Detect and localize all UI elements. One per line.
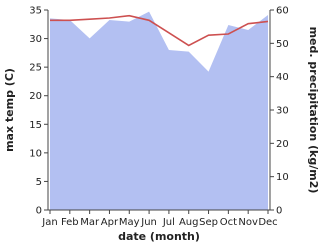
x-tick-label: Oct [220,217,237,228]
y-tick-label: 15 [29,120,42,131]
y2-tick-label: 30 [276,106,289,117]
y-axis-label: max temp (C) [3,68,16,152]
y2-tick-label: 50 [276,39,289,50]
x-tick-label: Jan [41,217,57,228]
y-tick-label: 25 [29,63,42,74]
y2-tick-label: 10 [276,172,289,183]
x-tick-label: Dec [258,217,277,228]
precip-area [50,11,268,210]
temp-line [50,14,269,47]
y2-tick-label: 20 [276,139,289,150]
x-tick-label: Feb [61,217,79,228]
x-tick-label: May [119,217,140,228]
chart: date (month) max temp (C) med. precipita… [3,6,320,244]
y2-tick-label: 40 [276,72,289,83]
x-tick-label: Aug [179,217,199,228]
x-tick-label: Sep [199,217,218,228]
y-tick-label: 0 [36,206,42,217]
y-tick-label: 20 [29,91,42,102]
x-tick-label: Nov [238,217,258,228]
x-tick-label: Mar [80,217,100,228]
x-tick-label: Apr [101,217,119,228]
y2-tick-label: 0 [276,206,282,217]
y-tick-label: 30 [29,34,42,45]
y-tick-label: 10 [29,148,42,159]
y2-axis-label: med. precipitation (kg/m2) [307,27,318,194]
y2-tick-label: 60 [276,6,289,17]
y-tick-label: 5 [36,177,42,188]
x-axis-label: date (month) [118,230,200,243]
x-tick-label: Jun [140,217,157,228]
y-tick-label: 35 [29,6,42,17]
x-tick-label: Jul [162,217,175,228]
